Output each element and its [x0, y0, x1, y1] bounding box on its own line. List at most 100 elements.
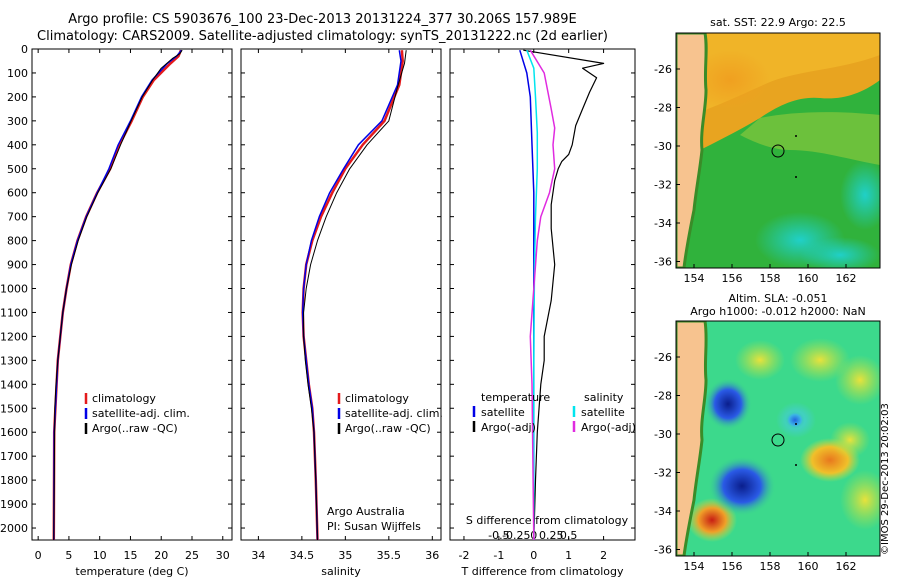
legend-t-argo: Argo(-adj): [481, 421, 536, 434]
x-tick-label: 0: [35, 549, 42, 562]
sla-map: [676, 321, 880, 556]
x-tick-label: 2: [600, 549, 607, 562]
series-line-satellite: [519, 49, 535, 540]
legend-argo-s: Argo(..raw -QC): [345, 422, 431, 435]
profile-lines: [52, 49, 605, 541]
axes-ticks: 0100200300400500600700800900100011001200…: [0, 43, 635, 578]
title-line-1: Argo profile: CS 5903676_100 23-Dec-2013…: [68, 12, 577, 27]
x2-tick-label: 0.5: [560, 529, 578, 542]
series-line-satellite-adj-clim-: [301, 50, 402, 541]
x-tick-label: 10: [93, 549, 107, 562]
difference-legend: temperature salinity satellite Argo(-adj…: [466, 391, 636, 527]
y-tick-label: 1400: [0, 378, 28, 391]
x-tick-label: 20: [154, 549, 168, 562]
map-lon-label: 156: [722, 272, 743, 285]
x-tick-label: -1: [493, 549, 504, 562]
map-lat-label: -32: [654, 179, 672, 192]
map-lat-label: -28: [654, 390, 672, 403]
map-lon-label: 162: [836, 272, 857, 285]
imos-timestamp: ©IMOS 29-Dec-2013 20:02:03: [880, 403, 891, 555]
salinity-legend: climatology satellite-adj. clim. Argo(..…: [327, 392, 443, 533]
argo-location-marker: [771, 144, 785, 158]
y-tick-label: 300: [7, 115, 28, 128]
sla-map-frame: [675, 320, 881, 557]
y-tick-label: 1900: [0, 498, 28, 511]
legend-s-argo: Argo(-adj): [581, 421, 636, 434]
x2-tick-label: -0.5: [488, 529, 509, 542]
sst-map: [676, 33, 880, 268]
map-lon-label: 162: [836, 560, 857, 573]
sst-map-frame: [675, 32, 881, 269]
x-tick-label: 1: [565, 549, 572, 562]
y-tick-label: 900: [7, 259, 28, 272]
map-lat-label: -30: [654, 428, 672, 441]
x-tick-label: 5: [65, 549, 72, 562]
y-tick-label: 700: [7, 211, 28, 224]
pi-label: PI: Susan Wijffels: [327, 520, 421, 533]
sst-map-title: sat. SST: 22.9 Argo: 22.5: [710, 16, 846, 29]
legend-climatology-s: climatology: [345, 392, 409, 405]
map-lat-label: -26: [654, 63, 672, 76]
y-tick-label: 1600: [0, 426, 28, 439]
series-line-argo-raw-qc-: [303, 50, 407, 541]
x-tick-label: 35.5: [377, 549, 402, 562]
x-tick-label: 30: [216, 549, 230, 562]
map-lon-label: 154: [684, 560, 705, 573]
y-tick-label: 1500: [0, 402, 28, 415]
legend-argo: Argo(..raw -QC): [92, 422, 178, 435]
x-tick-label: 25: [185, 549, 199, 562]
y-tick-label: 600: [7, 187, 28, 200]
eddy-cold-1: [704, 378, 752, 430]
map-lat-label: -32: [654, 467, 672, 480]
x-axis-label: T difference from climatology: [461, 565, 624, 578]
s-diff-axis-label: S difference from climatology: [466, 514, 629, 527]
x-tick-label: 35: [338, 549, 352, 562]
y-tick-label: 1100: [0, 306, 28, 319]
map-lat-label: -36: [654, 256, 672, 269]
legend-temperature-title: temperature: [481, 391, 550, 404]
legend-salinity-title: salinity: [584, 391, 624, 404]
y-tick-label: 400: [7, 139, 28, 152]
map-lon-label: 156: [722, 560, 743, 573]
sla-map-title: Altim. SLA: -0.051: [728, 292, 828, 305]
series-line-argo-raw-qc-: [53, 49, 183, 541]
series-line-satellite-adj-clim-: [53, 49, 183, 541]
y-tick-label: 1300: [0, 354, 28, 367]
argo-australia-label: Argo Australia: [327, 505, 405, 518]
difference-axes: [449, 48, 636, 541]
argo-location-marker-sla: [771, 433, 785, 447]
warm-blob: [690, 50, 770, 110]
salinity-axes: [240, 48, 442, 541]
x-tick-label: 0: [530, 549, 537, 562]
legend-satellite-adj: satellite-adj. clim.: [92, 407, 190, 420]
legend-climatology: climatology: [92, 392, 156, 405]
temperature-legend: climatology satellite-adj. clim. Argo(..…: [84, 392, 190, 435]
map-ticks: 154 156 158 160 162 -26 -28 -30 -32 -34 -36 154 156 1…: [654, 63, 856, 573]
y-tick-label: 1000: [0, 283, 28, 296]
map-lat-label: -34: [654, 217, 672, 230]
series-line-climatology: [52, 49, 183, 541]
y-tick-label: 500: [7, 163, 28, 176]
series-line-s-satellite: [526, 49, 539, 540]
x2-tick-label: -0.25: [502, 529, 530, 542]
legend-t-satellite: satellite: [481, 406, 525, 419]
x-tick-label: 34: [251, 549, 265, 562]
x-tick-label: 34.5: [290, 549, 315, 562]
map-lat-label: -26: [654, 351, 672, 364]
map-lon-label: 154: [684, 272, 705, 285]
map-lat-label: -30: [654, 140, 672, 153]
x-axis-label: temperature (deg C): [75, 565, 188, 578]
eddy-cold-2: [708, 456, 776, 516]
y-tick-label: 0: [21, 43, 28, 56]
map-lon-label: 160: [798, 560, 819, 573]
y-tick-label: 1200: [0, 330, 28, 343]
series-line-climatology: [301, 50, 404, 541]
x2-tick-label: 0.25: [539, 529, 564, 542]
y-tick-label: 100: [7, 67, 28, 80]
temperature-axes: [31, 48, 233, 541]
map-lon-label: 158: [760, 272, 781, 285]
series-line-argo-adj-: [523, 49, 605, 541]
y-tick-label: 200: [7, 91, 28, 104]
x-tick-label: 15: [123, 549, 137, 562]
